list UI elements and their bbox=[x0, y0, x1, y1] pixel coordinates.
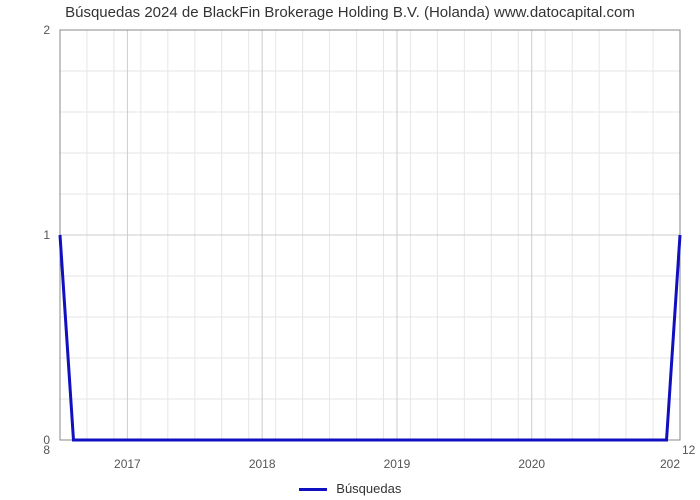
x-tick-label: 2017 bbox=[114, 457, 141, 470]
lower-right-number: 12 bbox=[682, 443, 696, 457]
x-tick-label: 2020 bbox=[518, 457, 545, 470]
chart-title: Búsquedas 2024 de BlackFin Brokerage Hol… bbox=[0, 4, 700, 21]
x-tick-label: 2019 bbox=[384, 457, 411, 470]
y-tick-label: 1 bbox=[43, 228, 50, 242]
x-tick-label: 2018 bbox=[249, 457, 276, 470]
lower-left-number: 8 bbox=[43, 443, 50, 457]
x-tick-label-right: 202 bbox=[660, 457, 680, 470]
legend: Búsquedas bbox=[0, 481, 700, 496]
legend-swatch bbox=[299, 488, 327, 491]
y-tick-label: 2 bbox=[43, 23, 50, 37]
chart-container: Búsquedas 2024 de BlackFin Brokerage Hol… bbox=[0, 0, 700, 500]
chart-svg: 0122017201820192020202812 bbox=[0, 0, 700, 470]
legend-label: Búsquedas bbox=[336, 481, 401, 496]
